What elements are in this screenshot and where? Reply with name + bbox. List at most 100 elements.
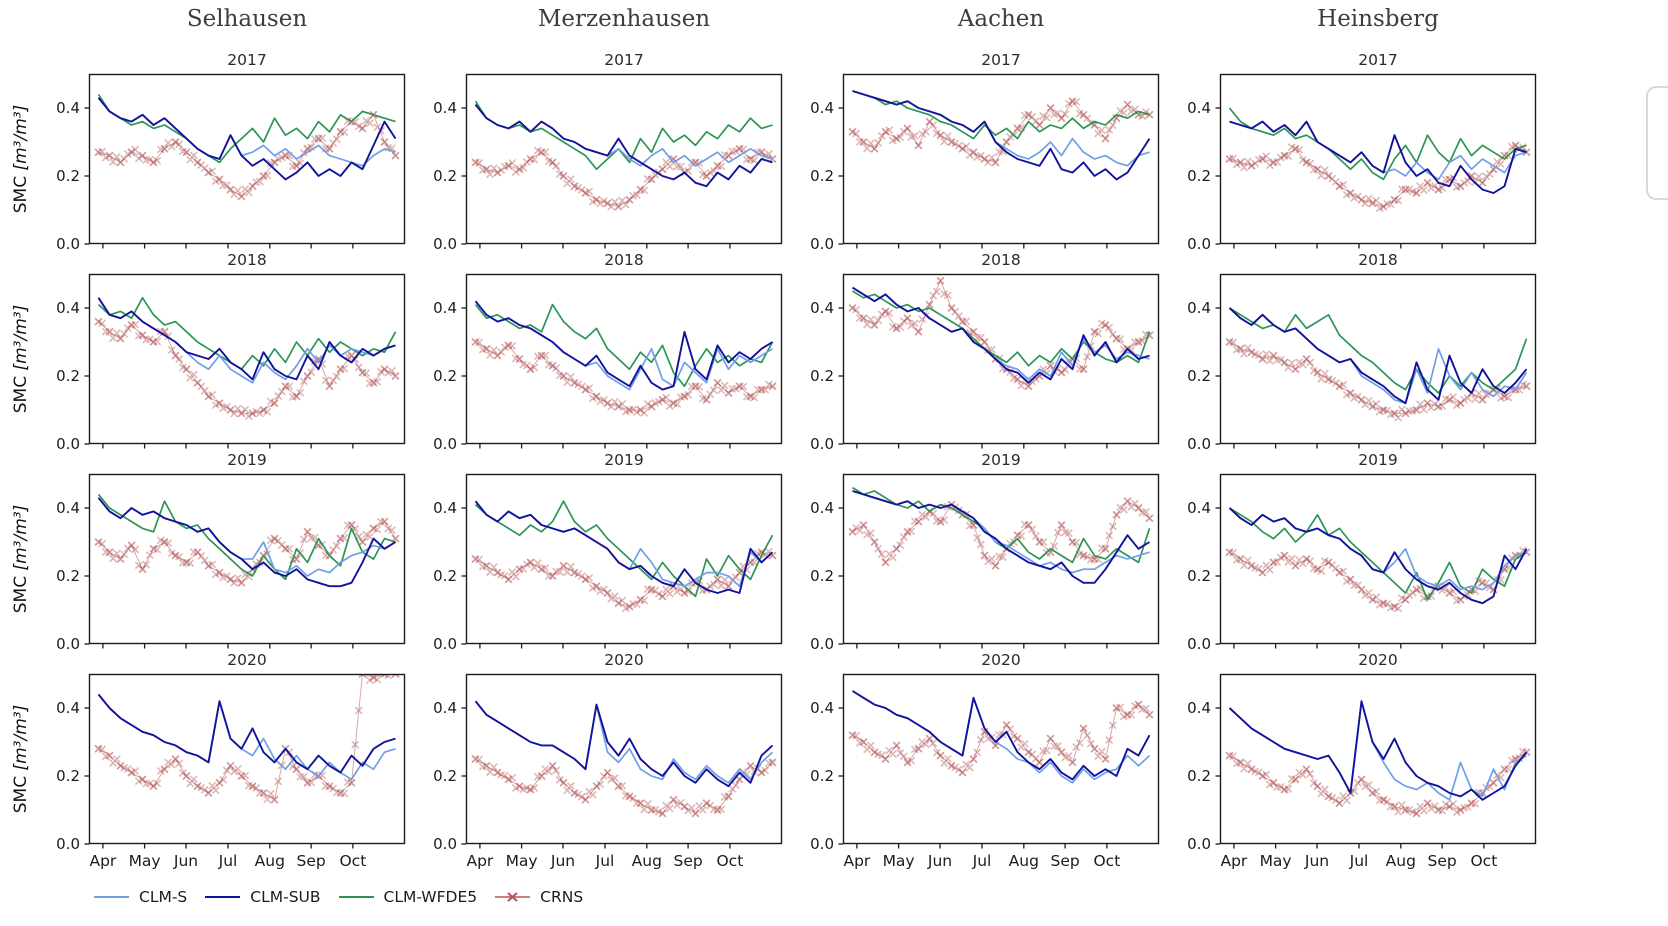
subplot-aachen-2019: 0.0 0.2 0.4 (810, 473, 1160, 653)
x-tick-label-jul: Jul (972, 852, 992, 870)
series-crns-markers-dense (98, 116, 396, 199)
y-tick-label: 0.2 (56, 167, 80, 185)
subplot-year-title-merzenhausen-2017: 2017 (604, 51, 644, 69)
legend-label-clm-s: CLM-S (139, 888, 188, 906)
axes-spines (465, 473, 783, 645)
y-tick-label: 0.0 (433, 435, 457, 453)
series-crns-line (1229, 341, 1527, 414)
series-crns-markers (94, 674, 400, 804)
axes-spines (465, 673, 783, 845)
series-crns-markers-dense (475, 338, 773, 417)
y-tick-label: 0.2 (1187, 367, 1211, 385)
series-clm-sub-line (1229, 120, 1527, 194)
x-tick-label-jul: Jul (218, 852, 238, 870)
series-crns-line (98, 674, 396, 801)
axes-spines (1219, 73, 1537, 245)
subplot-year-title-selhausen-2017: 2017 (227, 51, 267, 69)
series-crns-markers (471, 337, 777, 415)
clm-s-line-swatch (94, 896, 129, 898)
axes-spines (465, 273, 783, 445)
ylabel-units: [m³/m³] (11, 704, 32, 771)
series-clm-sub-line (852, 90, 1151, 181)
clm-wfde5-line-swatch (338, 896, 374, 898)
subplot-merzenhausen-2020: 0.0 0.2 0.4 Apr May Jun Jul Aug Sep Oct (433, 673, 783, 870)
subplot-year-title-aachen-2017: 2017 (981, 51, 1021, 69)
y-tick-label: 0.2 (1187, 167, 1211, 185)
subplot-year-title-heinsberg-2017: 2017 (1358, 51, 1398, 69)
series-crns-line (852, 100, 1150, 163)
y-tick-label: 0.4 (433, 99, 457, 117)
y-tick-label: 0.4 (810, 99, 834, 117)
series-clm-wfde5-line (852, 486, 1151, 564)
ylabel-prefix: SMC (11, 370, 32, 414)
x-tick-label-may: May (506, 852, 538, 870)
series-clm-sub-line (97, 297, 396, 381)
series-crns-line (475, 148, 773, 208)
subplot-aachen-2018: 0.0 0.2 0.4 (810, 273, 1160, 453)
series-crns-line (852, 500, 1150, 567)
series-crns-markers (471, 754, 777, 818)
y-tick-label: 0.4 (433, 699, 457, 717)
series-clm-s-line (1228, 507, 1527, 591)
axes-spines (88, 673, 406, 845)
series-crns-markers-dense (852, 287, 1150, 390)
x-tick-label-apr: Apr (843, 852, 870, 870)
x-tick-label-aug: Aug (632, 852, 662, 870)
y-tick-label: 0.2 (433, 367, 457, 385)
series-clm-sub-line (474, 104, 773, 188)
series-clm-wfde5-line (1229, 507, 1527, 601)
ylabel-prefix: SMC (11, 770, 32, 814)
subplot-year-title-merzenhausen-2018: 2018 (604, 251, 644, 269)
series-clm-s-line (852, 490, 1150, 574)
subplot-heinsberg-2019: 0.0 0.2 0.4 (1187, 473, 1537, 653)
subplot-year-title-heinsberg-2019: 2019 (1358, 451, 1398, 469)
x-tick-label-aug: Aug (255, 852, 285, 870)
axes-spines (842, 73, 1160, 245)
subplot-merzenhausen-2018: 0.0 0.2 0.4 (433, 273, 783, 453)
y-tick-label: 0.4 (433, 499, 457, 517)
legend-label-clm-sub: CLM-SUB (250, 888, 321, 906)
series-crns-markers (1225, 748, 1531, 818)
y-axis-label-row-2020: SMC [m³/m³] (4, 674, 38, 844)
x-tick-label-apr: Apr (89, 852, 116, 870)
y-tick-label: 0.2 (1187, 767, 1211, 785)
series-clm-sub-line (97, 693, 396, 774)
subplot-selhausen-2019: 0.0 0.2 0.4 (56, 473, 406, 653)
y-axis-label-row-2018: SMC [m³/m³] (4, 274, 38, 444)
y-tick-label: 0.0 (56, 635, 80, 653)
y-tick-label: 0.2 (433, 767, 457, 785)
x-tick-label-may: May (883, 852, 915, 870)
x-tick-label-may: May (1260, 852, 1292, 870)
axes-spines (1219, 473, 1537, 645)
subplot-heinsberg-2018: 0.0 0.2 0.4 (1187, 273, 1537, 453)
series-crns-markers-dense (475, 547, 773, 613)
x-tick-label-jun: Jun (173, 852, 198, 870)
series-crns-line (1229, 751, 1527, 814)
axes-spines (842, 273, 1160, 445)
series-clm-wfde5-line (97, 296, 397, 371)
series-crns-line (98, 520, 396, 584)
subplot-year-title-aachen-2019: 2019 (981, 451, 1021, 469)
subplot-merzenhausen-2019: 0.0 0.2 0.4 (433, 473, 783, 653)
subplot-year-title-heinsberg-2018: 2018 (1358, 251, 1398, 269)
series-crns-line (1229, 551, 1527, 608)
x-tick-label-sep: Sep (296, 852, 325, 870)
subplot-year-title-selhausen-2018: 2018 (227, 251, 267, 269)
y-tick-label: 0.4 (56, 299, 80, 317)
legend-label-clm-wfde5: CLM-WFDE5 (383, 888, 478, 906)
subplot-year-title-merzenhausen-2020: 2020 (604, 651, 644, 669)
subplot-year-title-selhausen-2020: 2020 (227, 651, 267, 669)
x-tick-label-oct: Oct (339, 852, 366, 870)
series-crns-line (475, 341, 773, 411)
x-tick-label-sep: Sep (1050, 852, 1079, 870)
x-tick-label-jun: Jun (550, 852, 575, 870)
scrollbar-fragment[interactable] (1646, 86, 1668, 200)
y-tick-label: 0.4 (433, 299, 457, 317)
subplot-selhausen-2020: 0.0 0.2 0.4 Apr May Jun Jul Aug Sep Oct (56, 673, 406, 870)
y-axis-label-row-2019: SMC [m³/m³] (4, 474, 38, 644)
series-crns-markers-dense (852, 97, 1150, 167)
y-tick-label: 0.0 (810, 235, 834, 253)
series-clm-sub-line (1228, 700, 1528, 801)
series-clm-sub-line (474, 500, 774, 594)
